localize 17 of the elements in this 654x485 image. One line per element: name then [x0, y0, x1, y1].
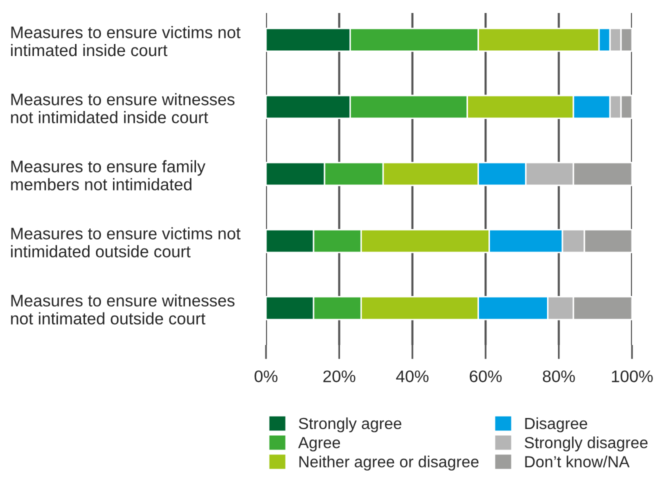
y-tick-label: Measures to ensure witnesses not intimidated inside court	[11, 93, 235, 124]
x-tick-label: 60%	[470, 370, 502, 382]
x-tick-label: 20%	[323, 370, 356, 382]
x-tick-label: 100%	[612, 370, 653, 382]
y-tick-label: Measures to ensure victims not intimidated outside court	[11, 227, 241, 258]
y-tick-label: Measures to ensure witnesses not intimated outside court	[11, 294, 235, 324]
legend-label: Neither agree or disagree	[299, 456, 479, 471]
x-tick-label: 40%	[396, 370, 428, 382]
x-tick-label: 80%	[542, 370, 575, 382]
y-tick-label: Measures to ensure family members not intimidated	[11, 160, 206, 190]
legend-label: Don’t know/NA	[525, 456, 630, 468]
y-tick-label: Measures to ensure victims not intimated inside court	[11, 26, 241, 56]
legend-label: Strongly disagree	[524, 436, 648, 452]
x-tick-label: 0%	[254, 370, 278, 382]
legend-label: Strongly agree	[298, 417, 402, 432]
legend-label: Agree	[298, 437, 340, 452]
legend-label: Disagree	[525, 417, 588, 432]
